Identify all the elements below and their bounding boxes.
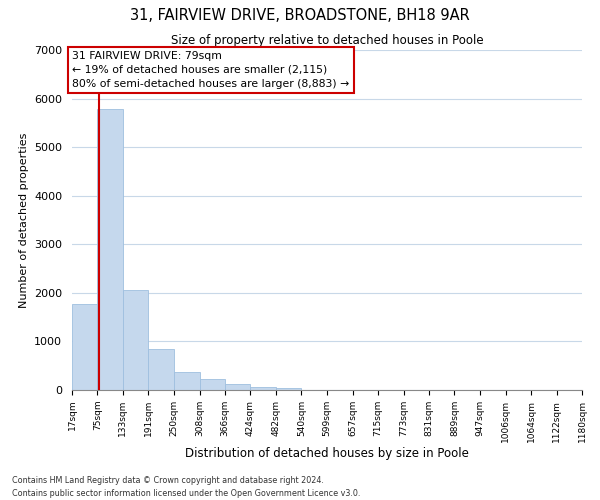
- Bar: [123, 290, 148, 390]
- Text: 31 FAIRVIEW DRIVE: 79sqm
← 19% of detached houses are smaller (2,115)
80% of sem: 31 FAIRVIEW DRIVE: 79sqm ← 19% of detach…: [73, 51, 350, 89]
- Bar: [276, 388, 301, 390]
- Text: Contains HM Land Registry data © Crown copyright and database right 2024.
Contai: Contains HM Land Registry data © Crown c…: [12, 476, 361, 498]
- Bar: [97, 110, 123, 390]
- Bar: [250, 386, 276, 390]
- Bar: [72, 304, 97, 390]
- Bar: [174, 372, 200, 390]
- Y-axis label: Number of detached properties: Number of detached properties: [19, 132, 29, 308]
- Bar: [200, 379, 225, 390]
- Text: 31, FAIRVIEW DRIVE, BROADSTONE, BH18 9AR: 31, FAIRVIEW DRIVE, BROADSTONE, BH18 9AR: [130, 8, 470, 22]
- X-axis label: Distribution of detached houses by size in Poole: Distribution of detached houses by size …: [185, 448, 469, 460]
- Title: Size of property relative to detached houses in Poole: Size of property relative to detached ho…: [170, 34, 484, 48]
- Bar: [225, 384, 250, 390]
- Bar: [148, 349, 174, 390]
